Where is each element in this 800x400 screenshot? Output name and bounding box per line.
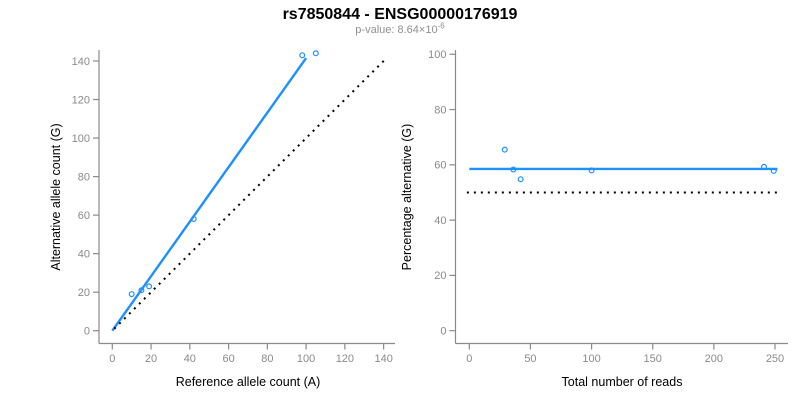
- x-tick-label: 50: [524, 353, 536, 365]
- x-tick-label: 0: [466, 353, 472, 365]
- pvalue-exponent: -6: [437, 21, 445, 31]
- y-tick-label: 140: [72, 56, 90, 68]
- y-tick-label: 0: [84, 326, 90, 338]
- data-point: [760, 163, 767, 170]
- y-tick-label: 60: [434, 160, 446, 172]
- data-point: [770, 167, 777, 174]
- x-tick-label: 250: [766, 353, 784, 365]
- y-tick-label: 120: [72, 94, 90, 106]
- identity-line: [113, 57, 388, 330]
- data-point: [312, 50, 319, 57]
- figure-subtitle: p-value: 8.64×10-6: [0, 21, 800, 36]
- data-point: [501, 146, 508, 153]
- y-tick-label: 20: [434, 270, 446, 282]
- data-point: [128, 291, 135, 298]
- x-tick-label: 40: [184, 353, 196, 365]
- x-tick-label: 120: [336, 353, 354, 365]
- x-tick-label: 80: [261, 353, 273, 365]
- pvalue-text: p-value: 8.64×10: [355, 24, 438, 36]
- y-tick-label: 60: [78, 210, 90, 222]
- x-tick-label: 100: [582, 353, 600, 365]
- data-point: [588, 167, 595, 174]
- y-tick-label: 40: [78, 248, 90, 260]
- y-tick-label: 0: [440, 326, 446, 338]
- fit-line: [111, 57, 308, 332]
- y-tick-label: 80: [434, 104, 446, 116]
- data-point: [190, 215, 197, 222]
- data-point: [299, 52, 306, 59]
- x-axis-title: Reference allele count (A): [176, 375, 321, 389]
- x-tick-label: 60: [222, 353, 234, 365]
- data-point: [146, 283, 153, 290]
- x-tick-label: 140: [374, 353, 392, 365]
- y-axis-title: Percentage alternative (G): [400, 124, 414, 271]
- data-point: [510, 166, 517, 173]
- figure-title: rs7850844 - ENSG00000176919: [282, 6, 518, 23]
- x-tick-label: 0: [109, 353, 115, 365]
- data-point: [517, 176, 524, 183]
- y-tick-label: 40: [434, 215, 446, 227]
- x-axis-title: Total number of reads: [562, 375, 683, 389]
- x-tick-label: 100: [297, 353, 315, 365]
- y-axis-title: Alternative allele count (G): [49, 123, 63, 270]
- x-tick-label: 200: [705, 353, 723, 365]
- y-tick-label: 80: [78, 171, 90, 183]
- y-tick-label: 100: [428, 49, 446, 61]
- x-tick-label: 20: [145, 353, 157, 365]
- allele-count-scatter: 0 20 40 60 80 100 120 140 0 20 40 60 80 100 120 140 Refe…: [49, 50, 395, 389]
- y-tick-label: 20: [78, 287, 90, 299]
- data-point: [138, 287, 145, 294]
- y-tick-label: 100: [72, 133, 90, 145]
- percentage-scatter: 0 50 100 150 200 250 0 20 40 60 80 100 Total number …: [400, 49, 788, 389]
- x-tick-label: 150: [644, 353, 662, 365]
